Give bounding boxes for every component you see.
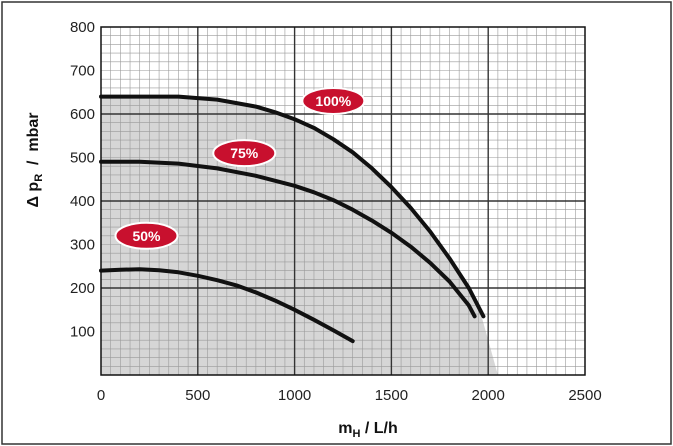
x-tick-label: 1000: [278, 387, 311, 404]
series-label-badge: [114, 221, 179, 250]
y-tick-label: 800: [70, 19, 95, 36]
y-axis-symbol: Δ p: [25, 182, 42, 208]
x-tick-label: 500: [185, 387, 210, 404]
y-tick-label: 500: [70, 150, 95, 167]
x-tick-label: 2000: [472, 387, 505, 404]
x-tick-label: 2500: [568, 387, 601, 404]
series-labels: 100% 75% 50%: [114, 86, 366, 250]
y-tick-label: 400: [70, 193, 95, 210]
x-axis-title: mH / L/h: [338, 420, 398, 440]
series-label-text: 50%: [132, 228, 161, 244]
y-axis-title: Δ pR / mbar: [25, 112, 45, 207]
series-label-50-percent: 50%: [114, 221, 179, 250]
y-tick-label: 700: [70, 63, 95, 80]
plot-frame: [100, 26, 586, 376]
tick-labels: 0 500 1000 1500 2000 2500 100 200 300 400 500 600 70…: [70, 19, 602, 404]
y-tick-label: 200: [70, 280, 95, 297]
y-axis-unit: / mbar: [25, 112, 42, 173]
series-line-75-percent: [99, 159, 477, 319]
y-tick-label: 600: [70, 106, 95, 123]
series-layer: [99, 94, 486, 344]
series-line-100-percent: [99, 94, 486, 319]
x-axis-unit: / L/h: [360, 420, 397, 437]
y-tick-label: 100: [70, 324, 95, 341]
y-tick-label: 300: [70, 237, 95, 254]
series-label-badge: [301, 86, 366, 115]
series-label-75-percent: 75%: [212, 139, 277, 168]
y-axis-subscript: R: [33, 174, 45, 182]
x-axis-symbol: m: [338, 420, 352, 437]
series-label-100-percent: 100%: [301, 86, 366, 115]
series-label-text: 75%: [230, 145, 259, 161]
series-label-text: 100%: [315, 93, 351, 109]
x-tick-label: 1500: [375, 387, 408, 404]
series-line-50-percent: [99, 267, 355, 344]
x-tick-label: 0: [97, 387, 105, 404]
x-axis-subscript: H: [352, 428, 360, 440]
series-label-badge: [212, 139, 277, 168]
major-gridlines: [101, 27, 585, 375]
